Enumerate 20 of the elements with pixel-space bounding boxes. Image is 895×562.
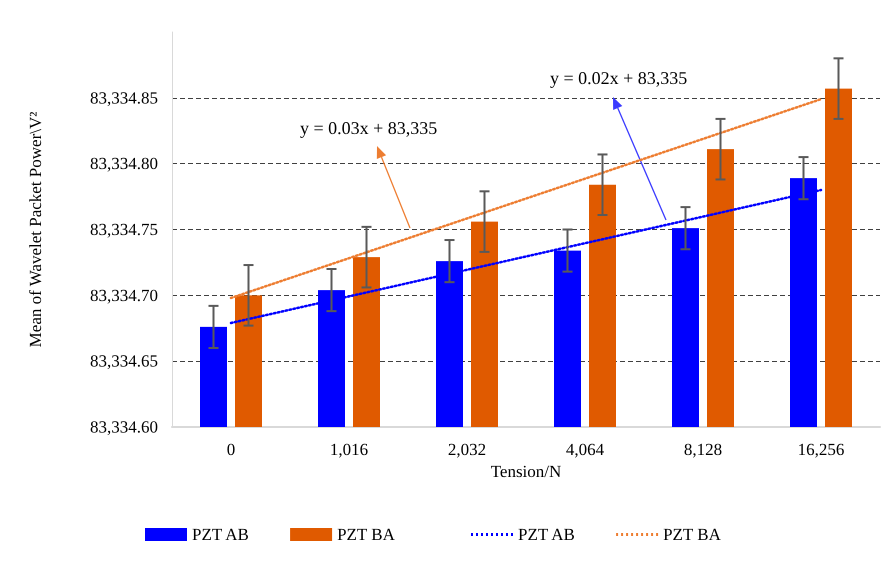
y-tick-label: 83,334.70 [90, 286, 158, 305]
x-tick-label: 0 [226, 440, 236, 459]
x-axis-title: Tension/N [490, 462, 562, 481]
y-tick-label: 83,334.85 [90, 88, 158, 108]
x-tick-label: 2,032 [448, 440, 486, 459]
y-tick-label: 83,334.60 [90, 418, 158, 436]
y-tick-label: 83,334.75 [90, 220, 158, 239]
legend-label: PZT AB [192, 525, 249, 544]
y-tick-label: 83,334.80 [90, 154, 158, 174]
annotation: y = 0.03x + 83,335 [300, 118, 438, 138]
annotation: y = 0.02x + 83,335 [550, 68, 688, 88]
x-tick-label: 8,128 [684, 440, 722, 459]
legend-label: PZT AB [518, 525, 575, 544]
x-tick-label: 1,016 [330, 440, 368, 459]
y-axis-title: Mean of Wavelet Packet Power\V² [26, 112, 45, 348]
x-tick-label: 16,256 [798, 440, 844, 459]
legend-label: PZT BA [337, 525, 396, 544]
legend-label: PZT BA [663, 525, 722, 544]
x-tick-label: 4,064 [566, 440, 605, 459]
y-tick-label: 83,334.65 [90, 352, 158, 371]
